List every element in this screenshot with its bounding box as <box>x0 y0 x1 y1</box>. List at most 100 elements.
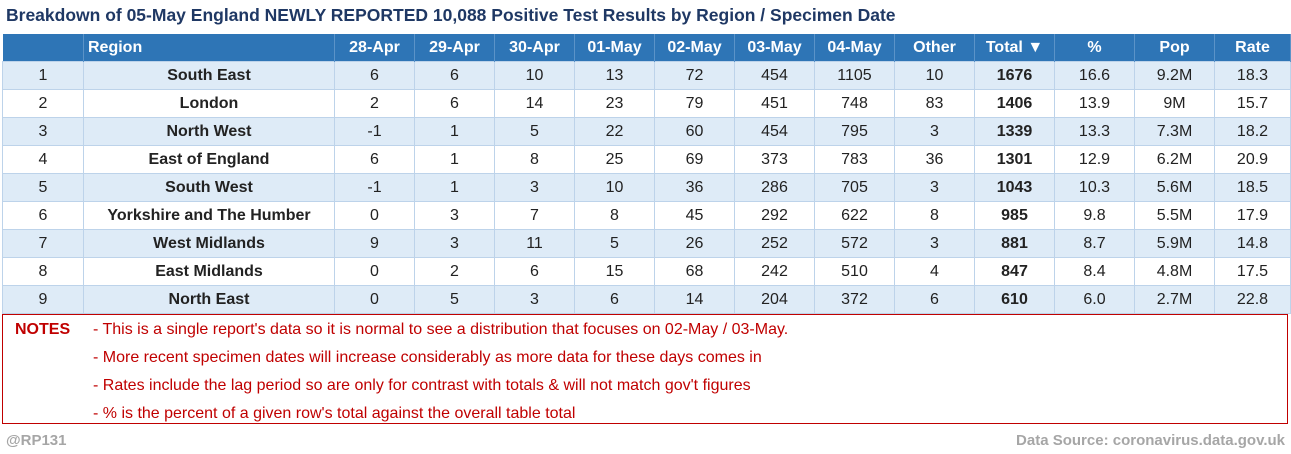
table-body: 1 South East 6 6 10 13 72 454 1105 10 1676 16.6 9.2M… <box>2 61 1291 314</box>
column-header-region[interactable]: Region <box>83 34 335 62</box>
date-value-cell: 242 <box>734 257 815 286</box>
column-header-total[interactable]: Total ▼ <box>974 34 1055 62</box>
date-value-cell: 1 <box>414 117 495 146</box>
column-header-02-may[interactable]: 02-May <box>654 34 735 62</box>
date-value-cell: 11 <box>494 229 575 258</box>
date-value-cell: 6 <box>414 89 495 118</box>
date-value-cell: 10 <box>494 61 575 90</box>
date-value-cell: -1 <box>334 117 415 146</box>
total-cell: 610 <box>974 285 1055 314</box>
column-header-rate[interactable]: Rate <box>1214 34 1291 62</box>
date-value-cell: 68 <box>654 257 735 286</box>
region-cell: North East <box>83 285 335 314</box>
date-value-cell: 6 <box>334 145 415 174</box>
column-header-29-apr[interactable]: 29-Apr <box>414 34 495 62</box>
column-header-rank <box>2 34 84 62</box>
date-value-cell: 8 <box>574 201 655 230</box>
percent-cell: 10.3 <box>1054 173 1135 202</box>
other-cell: 3 <box>894 117 975 146</box>
column-header-01-may[interactable]: 01-May <box>574 34 655 62</box>
date-value-cell: 0 <box>334 285 415 314</box>
total-cell: 1406 <box>974 89 1055 118</box>
date-value-cell: 3 <box>414 201 495 230</box>
date-value-cell: 292 <box>734 201 815 230</box>
rate-cell: 15.7 <box>1214 89 1291 118</box>
date-value-cell: 3 <box>414 229 495 258</box>
date-value-cell: 9 <box>334 229 415 258</box>
date-value-cell: 748 <box>814 89 895 118</box>
other-cell: 8 <box>894 201 975 230</box>
date-value-cell: 79 <box>654 89 735 118</box>
total-cell: 985 <box>974 201 1055 230</box>
other-cell: 4 <box>894 257 975 286</box>
rank-cell: 3 <box>2 117 84 146</box>
column-header-pop[interactable]: Pop <box>1134 34 1215 62</box>
region-cell: East of England <box>83 145 335 174</box>
other-cell: 3 <box>894 173 975 202</box>
date-value-cell: 705 <box>814 173 895 202</box>
date-value-cell: 451 <box>734 89 815 118</box>
date-value-cell: 10 <box>574 173 655 202</box>
date-value-cell: 14 <box>654 285 735 314</box>
pop-cell: 9M <box>1134 89 1215 118</box>
total-cell: 847 <box>974 257 1055 286</box>
author-handle: @RP131 <box>6 432 67 449</box>
column-header-30-apr[interactable]: 30-Apr <box>494 34 575 62</box>
rate-cell: 18.2 <box>1214 117 1291 146</box>
region-cell: East Midlands <box>83 257 335 286</box>
column-header-percent[interactable]: % <box>1054 34 1135 62</box>
date-value-cell: 286 <box>734 173 815 202</box>
date-value-cell: 60 <box>654 117 735 146</box>
date-value-cell: 2 <box>414 257 495 286</box>
region-cell: South West <box>83 173 335 202</box>
total-cell: 1301 <box>974 145 1055 174</box>
date-value-cell: 454 <box>734 61 815 90</box>
date-value-cell: 0 <box>334 257 415 286</box>
date-value-cell: 72 <box>654 61 735 90</box>
percent-cell: 13.3 <box>1054 117 1135 146</box>
table-row[interactable]: 8 East Midlands 0 2 6 15 68 242 510 4 847 8.4 4.8M 17… <box>2 257 1291 286</box>
rank-cell: 2 <box>2 89 84 118</box>
region-cell: North West <box>83 117 335 146</box>
pop-cell: 5.5M <box>1134 201 1215 230</box>
percent-cell: 16.6 <box>1054 61 1135 90</box>
date-value-cell: 3 <box>494 285 575 314</box>
pop-cell: 5.6M <box>1134 173 1215 202</box>
date-value-cell: 6 <box>574 285 655 314</box>
date-value-cell: 0 <box>334 201 415 230</box>
region-cell: Yorkshire and The Humber <box>83 201 335 230</box>
date-value-cell: 1105 <box>814 61 895 90</box>
page-title: Breakdown of 05-May England NEWLY REPORT… <box>6 5 896 25</box>
date-value-cell: 45 <box>654 201 735 230</box>
table-row[interactable]: 9 North East 0 5 3 6 14 204 372 6 610 6.0 2.7M 22.8 <box>2 285 1291 314</box>
column-header-28-apr[interactable]: 28-Apr <box>334 34 415 62</box>
table-row[interactable]: 2 London 2 6 14 23 79 451 748 83 1406 13.9 9M 15.7 <box>2 89 1291 118</box>
rate-cell: 17.9 <box>1214 201 1291 230</box>
rate-cell: 14.8 <box>1214 229 1291 258</box>
pop-cell: 5.9M <box>1134 229 1215 258</box>
date-value-cell: 3 <box>494 173 575 202</box>
pop-cell: 9.2M <box>1134 61 1215 90</box>
table-row[interactable]: 3 North West -1 1 5 22 60 454 795 3 1339 13.3 7.3M 18… <box>2 117 1291 146</box>
date-value-cell: 6 <box>414 61 495 90</box>
column-header-other[interactable]: Other <box>894 34 975 62</box>
rank-cell: 1 <box>2 61 84 90</box>
table-row[interactable]: 4 East of England 6 1 8 25 69 373 783 36 1301 12.9 6… <box>2 145 1291 174</box>
note-line: - This is a single report's data so it i… <box>93 321 789 338</box>
column-header-04-may[interactable]: 04-May <box>814 34 895 62</box>
date-value-cell: 1 <box>414 173 495 202</box>
date-value-cell: 5 <box>494 117 575 146</box>
total-cell: 1339 <box>974 117 1055 146</box>
column-header-03-may[interactable]: 03-May <box>734 34 815 62</box>
table-row[interactable]: 7 West Midlands 9 3 11 5 26 252 572 3 881 8.7 5.9M 14… <box>2 229 1291 258</box>
table-row[interactable]: 5 South West -1 1 3 10 36 286 705 3 1043 10.3 5.6M 18… <box>2 173 1291 202</box>
total-cell: 1043 <box>974 173 1055 202</box>
rank-cell: 7 <box>2 229 84 258</box>
date-value-cell: 572 <box>814 229 895 258</box>
date-value-cell: 783 <box>814 145 895 174</box>
note-line: - Rates include the lag period so are on… <box>93 377 751 394</box>
table-row[interactable]: 6 Yorkshire and The Humber 0 3 7 8 45 292 622 8 98… <box>2 201 1291 230</box>
date-value-cell: 373 <box>734 145 815 174</box>
rate-cell: 20.9 <box>1214 145 1291 174</box>
table-row[interactable]: 1 South East 6 6 10 13 72 454 1105 10 1676 16.6 9.2M… <box>2 61 1291 90</box>
